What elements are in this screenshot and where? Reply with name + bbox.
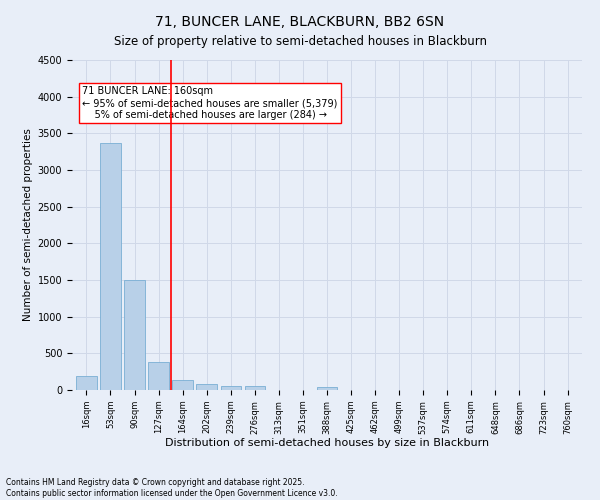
- Text: Size of property relative to semi-detached houses in Blackburn: Size of property relative to semi-detach…: [113, 35, 487, 48]
- Text: 71 BUNCER LANE: 160sqm
← 95% of semi-detached houses are smaller (5,379)
    5% : 71 BUNCER LANE: 160sqm ← 95% of semi-det…: [82, 86, 338, 120]
- Text: Contains HM Land Registry data © Crown copyright and database right 2025.
Contai: Contains HM Land Registry data © Crown c…: [6, 478, 338, 498]
- Bar: [124, 280, 145, 390]
- Bar: [221, 386, 241, 390]
- Bar: [100, 143, 121, 390]
- Bar: [172, 380, 193, 390]
- Y-axis label: Number of semi-detached properties: Number of semi-detached properties: [23, 128, 34, 322]
- Bar: [317, 387, 337, 390]
- Bar: [245, 386, 265, 390]
- Bar: [196, 384, 217, 390]
- Bar: [76, 376, 97, 390]
- X-axis label: Distribution of semi-detached houses by size in Blackburn: Distribution of semi-detached houses by …: [165, 438, 489, 448]
- Bar: [148, 362, 169, 390]
- Text: 71, BUNCER LANE, BLACKBURN, BB2 6SN: 71, BUNCER LANE, BLACKBURN, BB2 6SN: [155, 15, 445, 29]
